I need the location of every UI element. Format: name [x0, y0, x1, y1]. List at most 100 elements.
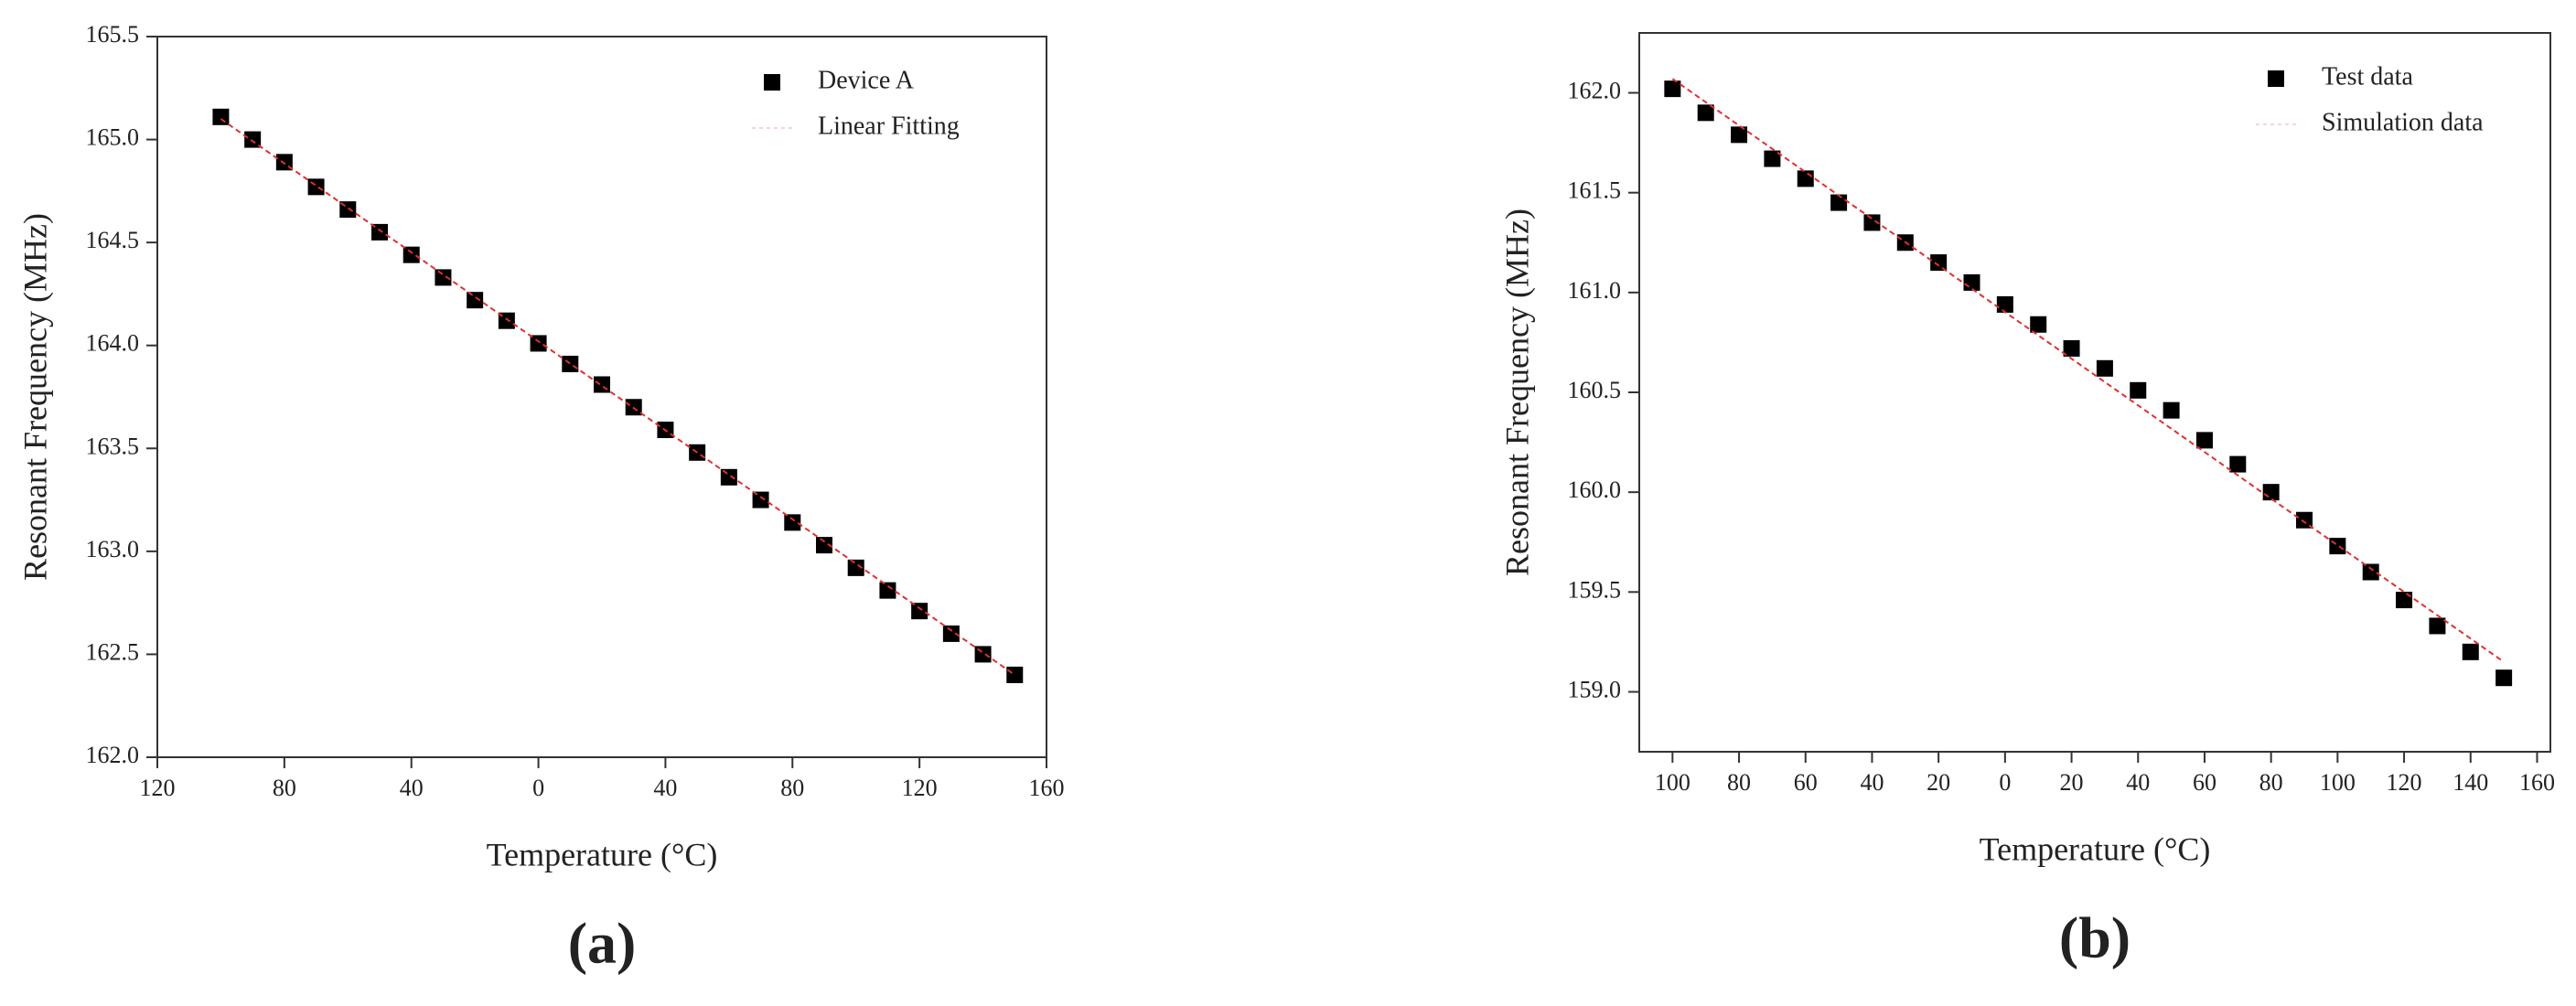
y-tick-label: 163.5 — [86, 433, 140, 459]
y-tick-label: 161.0 — [1568, 277, 1622, 304]
data-point — [2362, 563, 2379, 581]
data-point — [435, 269, 452, 286]
data-point — [2195, 432, 2213, 449]
x-tick-label: 0 — [532, 775, 544, 801]
data-point — [2063, 339, 2080, 357]
fit-line — [1671, 78, 2505, 663]
data-point — [498, 312, 515, 329]
x-axis-label: Temperature (°C) — [487, 836, 718, 872]
y-tick-label: 159.5 — [1568, 576, 1622, 603]
data-point — [2496, 669, 2513, 687]
data-point — [1797, 170, 1814, 187]
subfigure-caption: (a) — [568, 911, 637, 976]
x-axis-label: Temperature (°C) — [1980, 830, 2211, 867]
data-point — [974, 646, 992, 663]
data-point — [784, 514, 801, 531]
data-point — [1697, 104, 1714, 122]
data-point — [752, 491, 769, 508]
data-point — [2262, 484, 2280, 501]
data-point — [402, 246, 420, 263]
data-point — [2163, 401, 2180, 419]
data-point — [594, 376, 610, 393]
legend-label: Test data — [2322, 62, 2413, 91]
y-tick-label: 165.5 — [86, 21, 140, 48]
plot-frame — [1638, 32, 2551, 753]
data-point — [942, 625, 960, 642]
data-point — [244, 131, 262, 148]
legend-label: Simulation data — [2322, 108, 2484, 136]
subfigure-caption: (b) — [2059, 905, 2131, 970]
y-axis-label: Resonant Frequency (MHz) — [16, 213, 53, 581]
x-tick-label: 120 — [2387, 769, 2422, 796]
data-point — [816, 537, 832, 554]
data-point — [1731, 126, 1748, 144]
x-tick-label: 40 — [400, 775, 424, 801]
data-point — [307, 178, 325, 196]
data-point — [1664, 80, 1681, 98]
data-point — [371, 223, 388, 241]
y-tick-label: 159.0 — [1568, 676, 1622, 702]
data-point — [2030, 316, 2047, 333]
data-point — [530, 335, 547, 352]
legend-label: Device A — [818, 66, 915, 94]
data-point — [2096, 359, 2113, 377]
data-point — [911, 603, 928, 620]
data-point — [2229, 455, 2247, 473]
x-tick-label: 140 — [2453, 769, 2488, 796]
data-point — [2396, 592, 2413, 609]
data-point — [2329, 538, 2346, 555]
x-tick-label: 160 — [2519, 769, 2555, 796]
data-point — [1830, 194, 1848, 211]
x-tick-label: 40 — [653, 775, 677, 801]
data-point — [2130, 381, 2147, 399]
x-tick-label: 120 — [140, 775, 176, 801]
y-tick-label: 162.0 — [86, 742, 140, 768]
data-point — [847, 559, 864, 576]
y-tick-label: 160.0 — [1568, 476, 1622, 503]
legend-label: Linear Fitting — [818, 112, 960, 140]
y-tick-label: 160.5 — [1568, 377, 1622, 403]
data-point — [1963, 273, 1980, 291]
data-point — [562, 355, 579, 372]
x-tick-label: 60 — [1794, 769, 1818, 796]
x-tick-label: 160 — [1029, 775, 1065, 801]
x-tick-label: 100 — [2320, 769, 2356, 796]
x-tick-label: 40 — [2126, 769, 2150, 796]
data-point — [212, 108, 230, 125]
data-point — [720, 468, 737, 486]
plot-frame — [156, 36, 1047, 758]
data-point — [467, 292, 484, 309]
data-point — [1764, 150, 1781, 167]
legend-marker — [764, 74, 780, 91]
data-point — [1006, 666, 1024, 683]
x-tick-label: 80 — [780, 775, 804, 801]
fit-line — [220, 118, 1015, 676]
x-tick-label: 40 — [1860, 769, 1884, 796]
data-point — [1996, 295, 2013, 313]
x-tick-label: 20 — [2060, 769, 2084, 796]
x-tick-label: 80 — [2259, 769, 2283, 796]
y-tick-label: 164.5 — [86, 227, 140, 253]
x-tick-label: 60 — [2193, 769, 2216, 796]
y-tick-label: 164.0 — [86, 330, 140, 357]
x-tick-label: 100 — [1655, 769, 1690, 796]
data-point — [2429, 617, 2446, 635]
x-tick-label: 120 — [902, 775, 938, 801]
data-point — [879, 582, 896, 599]
y-axis-label: Resonant Frequency (MHz) — [1498, 209, 1535, 576]
x-tick-label: 80 — [1727, 769, 1751, 796]
y-tick-label: 161.5 — [1568, 177, 1622, 204]
data-point — [2296, 511, 2313, 529]
x-tick-label: 0 — [1999, 769, 2011, 796]
data-point — [1930, 254, 1948, 272]
legend-marker — [2268, 70, 2284, 87]
x-tick-label: 20 — [1927, 769, 1950, 796]
y-tick-label: 165.0 — [86, 124, 140, 151]
y-tick-label: 162.5 — [86, 638, 140, 665]
data-point — [1863, 214, 1881, 231]
data-point — [2462, 643, 2479, 660]
y-tick-label: 162.0 — [1568, 77, 1622, 103]
y-tick-label: 163.0 — [86, 536, 140, 562]
x-tick-label: 80 — [273, 775, 296, 801]
